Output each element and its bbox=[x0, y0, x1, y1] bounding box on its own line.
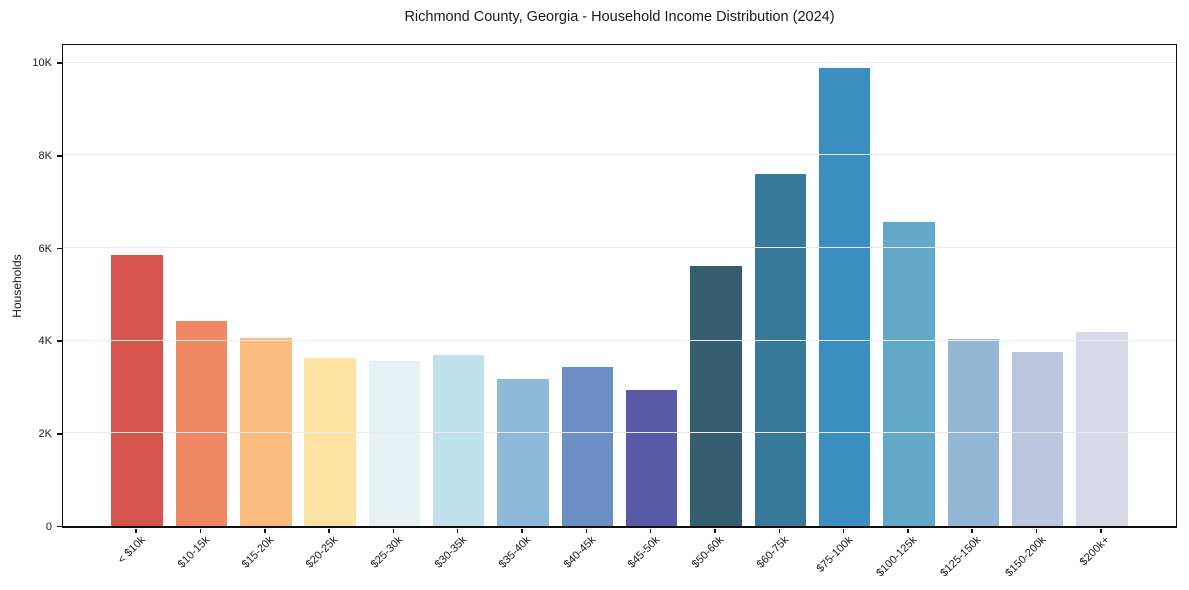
bar bbox=[240, 337, 292, 526]
x-tick-label: $60-75k bbox=[754, 534, 791, 571]
x-tick-label: $100-125k bbox=[874, 534, 920, 580]
x-tick-mark bbox=[392, 528, 395, 533]
y-tick-label: 2K bbox=[38, 427, 52, 440]
x-tick-label: $150-200k bbox=[1002, 534, 1049, 580]
bar-slot bbox=[1070, 45, 1134, 526]
x-tick-mark bbox=[521, 528, 523, 533]
y-tick-label: 0 bbox=[45, 520, 52, 533]
x-tick-mark bbox=[649, 528, 652, 533]
x-tick-label: $200k+ bbox=[1078, 534, 1113, 569]
bar-slot bbox=[105, 45, 169, 526]
bar bbox=[368, 361, 421, 526]
bar bbox=[818, 68, 871, 526]
bar bbox=[433, 355, 485, 526]
bar-slot bbox=[491, 45, 555, 526]
bar-slot bbox=[1005, 45, 1069, 526]
x-tick-mark bbox=[842, 528, 845, 533]
bar-slot bbox=[427, 45, 491, 526]
bar bbox=[883, 221, 935, 526]
bar-slot bbox=[877, 45, 941, 526]
bar-slot bbox=[748, 45, 812, 526]
x-tick-mark bbox=[135, 528, 137, 533]
y-tick-label: 10K bbox=[32, 57, 52, 70]
x-tick-mark bbox=[1100, 528, 1102, 533]
y-tick-mark bbox=[57, 340, 62, 342]
x-tick-label: $20-25k bbox=[303, 534, 341, 571]
bar-slot bbox=[298, 45, 362, 526]
x-tick-mark bbox=[1035, 528, 1038, 533]
bar bbox=[561, 367, 614, 526]
y-tick-label: 8K bbox=[38, 149, 52, 162]
bar bbox=[947, 339, 999, 526]
bar-slot bbox=[169, 45, 233, 526]
bar bbox=[304, 357, 356, 526]
bar-slot bbox=[234, 45, 298, 526]
x-tick-mark bbox=[199, 528, 202, 533]
x-tick-label: $15-20k bbox=[239, 534, 277, 571]
x-tick-label: $45-50k bbox=[625, 534, 663, 571]
x-tick-mark bbox=[585, 528, 588, 533]
x-tick-label: $40-45k bbox=[561, 534, 598, 571]
x-tick-label: $30-35k bbox=[432, 534, 470, 571]
x-tick-mark bbox=[328, 528, 330, 533]
y-tick-mark bbox=[57, 247, 62, 250]
x-tick-mark bbox=[971, 528, 973, 533]
chart-title: Richmond County, Georgia - Household Inc… bbox=[404, 9, 835, 25]
y-tick-mark bbox=[57, 155, 62, 157]
y-tick-label: 6K bbox=[38, 242, 52, 255]
bar-slot bbox=[362, 45, 426, 526]
bar-slot bbox=[941, 45, 1005, 526]
bar bbox=[754, 174, 806, 526]
x-tick-label: < $10k bbox=[115, 534, 148, 567]
x-tick-label: $50-60k bbox=[689, 534, 727, 571]
x-tick-mark bbox=[907, 528, 909, 533]
plot-area bbox=[62, 44, 1177, 528]
bar-series bbox=[63, 45, 1176, 526]
x-tick-mark bbox=[714, 528, 716, 533]
y-tick-label: 4K bbox=[38, 335, 52, 348]
x-tick-mark bbox=[778, 528, 781, 533]
bar-slot bbox=[620, 45, 684, 526]
y-tick-mark bbox=[57, 433, 62, 435]
x-tick-label: $25-30k bbox=[368, 534, 405, 571]
x-tick-label: $10-15k bbox=[175, 534, 212, 571]
x-tick-mark bbox=[456, 528, 459, 533]
bar-slot bbox=[812, 45, 876, 526]
x-tick-label: $75-100k bbox=[814, 534, 856, 575]
bar bbox=[625, 390, 678, 526]
bar bbox=[690, 266, 742, 526]
bar-slot bbox=[555, 45, 619, 526]
bar bbox=[497, 379, 549, 526]
y-tick-mark bbox=[57, 525, 62, 528]
x-tick-label: $125-150k bbox=[938, 534, 984, 580]
y-tick-mark bbox=[57, 62, 62, 64]
x-tick-label: $35-40k bbox=[496, 534, 534, 571]
bar bbox=[1076, 332, 1128, 526]
bar bbox=[111, 255, 163, 526]
x-tick-mark bbox=[264, 528, 266, 533]
bar bbox=[1011, 351, 1064, 526]
bar-slot bbox=[684, 45, 748, 526]
y-axis-label-text: Households bbox=[10, 254, 24, 318]
bar bbox=[175, 321, 228, 526]
